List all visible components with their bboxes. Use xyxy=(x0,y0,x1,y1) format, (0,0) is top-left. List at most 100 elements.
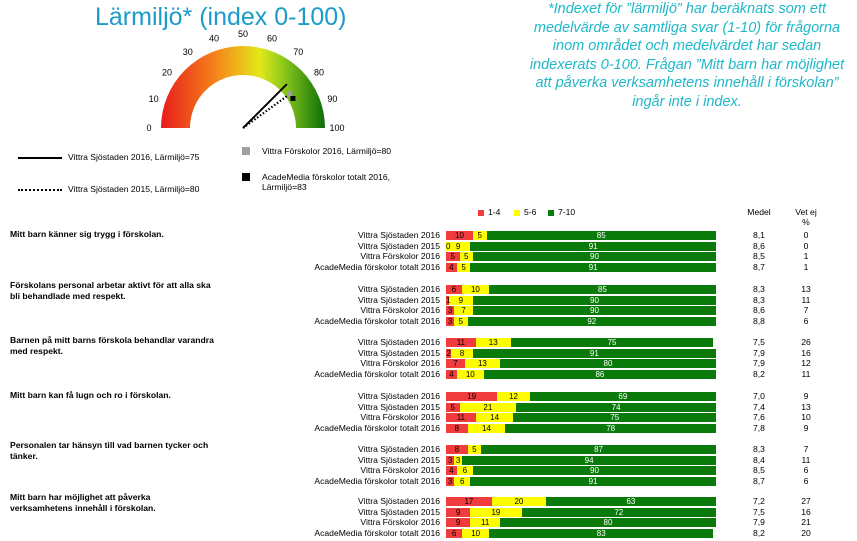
segment-7-10: 91 xyxy=(472,348,716,358)
segment-5-6: 9 xyxy=(448,295,473,305)
segment-7-10: 91 xyxy=(470,262,716,272)
vet-ej-value: 1 xyxy=(803,261,809,272)
segment-value: 3 xyxy=(447,306,453,316)
segment-1-4: 2 xyxy=(446,348,452,358)
medel-value: 7,9 xyxy=(753,358,765,369)
segment-5-6: 21 xyxy=(459,402,517,412)
segment-value: 75 xyxy=(610,413,620,423)
medel-value: 8,3 xyxy=(753,294,765,305)
vet-ej-unit: % xyxy=(802,217,810,227)
legend-swatch xyxy=(478,209,484,216)
segment-value: 90 xyxy=(590,306,599,316)
segment-1-4: 9 xyxy=(446,507,471,517)
segment-value: 5 xyxy=(464,252,469,262)
segment-7-10: 80 xyxy=(499,359,716,369)
medel-value: 7,6 xyxy=(753,412,765,423)
question-label: Personalen tar hänsyn till vad barnen ty… xyxy=(10,440,209,461)
row-label: Vittra Sjöstaden 2015 xyxy=(357,401,440,412)
segment-5-6: 3 xyxy=(454,455,463,465)
segment-value: 17 xyxy=(464,497,474,506)
segment-1-4: 7 xyxy=(446,359,465,369)
question-label: Förskolans personal arbetar aktivt för a… xyxy=(10,280,211,301)
gauge-legend-item: AcadeMedia förskolor totalt 2016, Lärmil… xyxy=(242,172,417,192)
gauge-tick-label: 10 xyxy=(149,94,159,104)
stacked-bar: 10 5 85 xyxy=(446,231,716,240)
segment-7-10: 90 xyxy=(472,306,716,316)
medel-value: 8,5 xyxy=(753,251,765,262)
segment-1-4: 3 xyxy=(446,316,455,326)
segment-5-6: 5 xyxy=(473,231,487,240)
segment-1-4: 1 xyxy=(446,295,451,305)
medel-value: 8,6 xyxy=(753,240,765,251)
segment-1-4: 4 xyxy=(446,466,457,476)
segment-value: 6 xyxy=(462,466,468,476)
row-label: Vittra Sjöstaden 2016 xyxy=(357,230,440,240)
gauge-legend-item: Vittra Sjöstaden 2016, Lärmiljö=75 xyxy=(18,152,199,162)
stacked-bar: 11 14 75 xyxy=(446,413,716,423)
segment-value: 6 xyxy=(459,476,465,486)
stacked-bar: 3 7 90 xyxy=(446,306,716,316)
segment-5-6: 13 xyxy=(475,338,511,347)
gauge-tick-label: 90 xyxy=(327,94,337,104)
segment-value: 3 xyxy=(447,455,453,465)
segment-value: 11 xyxy=(456,338,465,347)
gauge-arc xyxy=(161,46,325,128)
segment-value: 4 xyxy=(449,262,454,272)
segment-value: 19 xyxy=(491,507,501,517)
legend-marker xyxy=(242,147,250,155)
segment-1-4: 3 xyxy=(446,476,455,486)
legend-text: Vittra Sjöstaden 2015, Lärmiljö=80 xyxy=(68,184,200,194)
segment-value: 3 xyxy=(455,455,461,465)
medel-value: 7,4 xyxy=(753,401,765,412)
segment-7-10: 75 xyxy=(510,338,714,347)
segment-value: 1 xyxy=(446,295,451,305)
segment-1-4: 6 xyxy=(446,285,463,294)
segment-value: 10 xyxy=(465,369,475,379)
segment-value: 75 xyxy=(607,338,617,347)
row-label: Vittra Sjöstaden 2015 xyxy=(357,506,440,517)
segment-5-6: 19 xyxy=(470,507,522,517)
stacked-bar: 3 3 94 xyxy=(446,455,716,465)
segment-value: 11 xyxy=(456,413,465,423)
segment-value: 4 xyxy=(449,369,454,379)
row-label: Vittra Sjöstaden 2016 xyxy=(357,496,440,506)
legend-marker xyxy=(18,189,62,191)
medel-value: 7,5 xyxy=(753,337,765,347)
segment-value: 8 xyxy=(454,423,460,433)
stacked-bar: 11 13 75 xyxy=(446,338,716,347)
vet-ej-value: 11 xyxy=(801,368,811,379)
segment-5-6: 9 xyxy=(446,241,471,251)
legend-label: 7-10 xyxy=(558,207,576,217)
segment-7-10: 63 xyxy=(545,497,716,506)
gauge-tick-label: 70 xyxy=(293,47,303,57)
segment-value: 7 xyxy=(461,306,466,316)
medel-value: 8,2 xyxy=(753,368,765,379)
segment-7-10: 91 xyxy=(470,241,716,251)
row-label: AcadeMedia förskolor totalt 2016 xyxy=(314,261,440,272)
medel-value: 7,2 xyxy=(753,496,765,506)
gauge-tick-label: 60 xyxy=(267,34,277,44)
vet-ej-label: Vet ej xyxy=(795,207,817,217)
segment-5-6: 10 xyxy=(462,285,489,294)
legend-marker xyxy=(18,157,62,159)
segment-1-4: 4 xyxy=(446,262,457,272)
segment-7-10: 72 xyxy=(521,507,716,517)
segment-value: 86 xyxy=(595,369,605,379)
segment-value: 3 xyxy=(447,476,453,486)
medel-value: 8,8 xyxy=(753,315,765,326)
segment-value: 90 xyxy=(590,466,599,476)
segment-5-6: 5 xyxy=(454,316,468,326)
bar-legend-item: 5-6 xyxy=(514,207,536,217)
row-label: AcadeMedia förskolor totalt 2016 xyxy=(314,422,440,433)
segment-1-4: 4 xyxy=(446,369,457,379)
segment-value: 8 xyxy=(454,445,460,454)
vet-ej-value: 13 xyxy=(801,284,811,294)
segment-value: 80 xyxy=(603,518,613,528)
segment-1-4: 11 xyxy=(446,413,476,423)
row-label: Vittra Förskolor 2016 xyxy=(360,358,440,369)
segment-7-10: 69 xyxy=(529,392,716,401)
gauge-legend-item: Vittra Förskolor 2016, Lärmiljö=80 xyxy=(242,146,391,156)
segment-7-10: 92 xyxy=(467,316,716,326)
vet-ej-value: 6 xyxy=(803,475,809,486)
row-label: Vittra Förskolor 2016 xyxy=(360,465,440,476)
